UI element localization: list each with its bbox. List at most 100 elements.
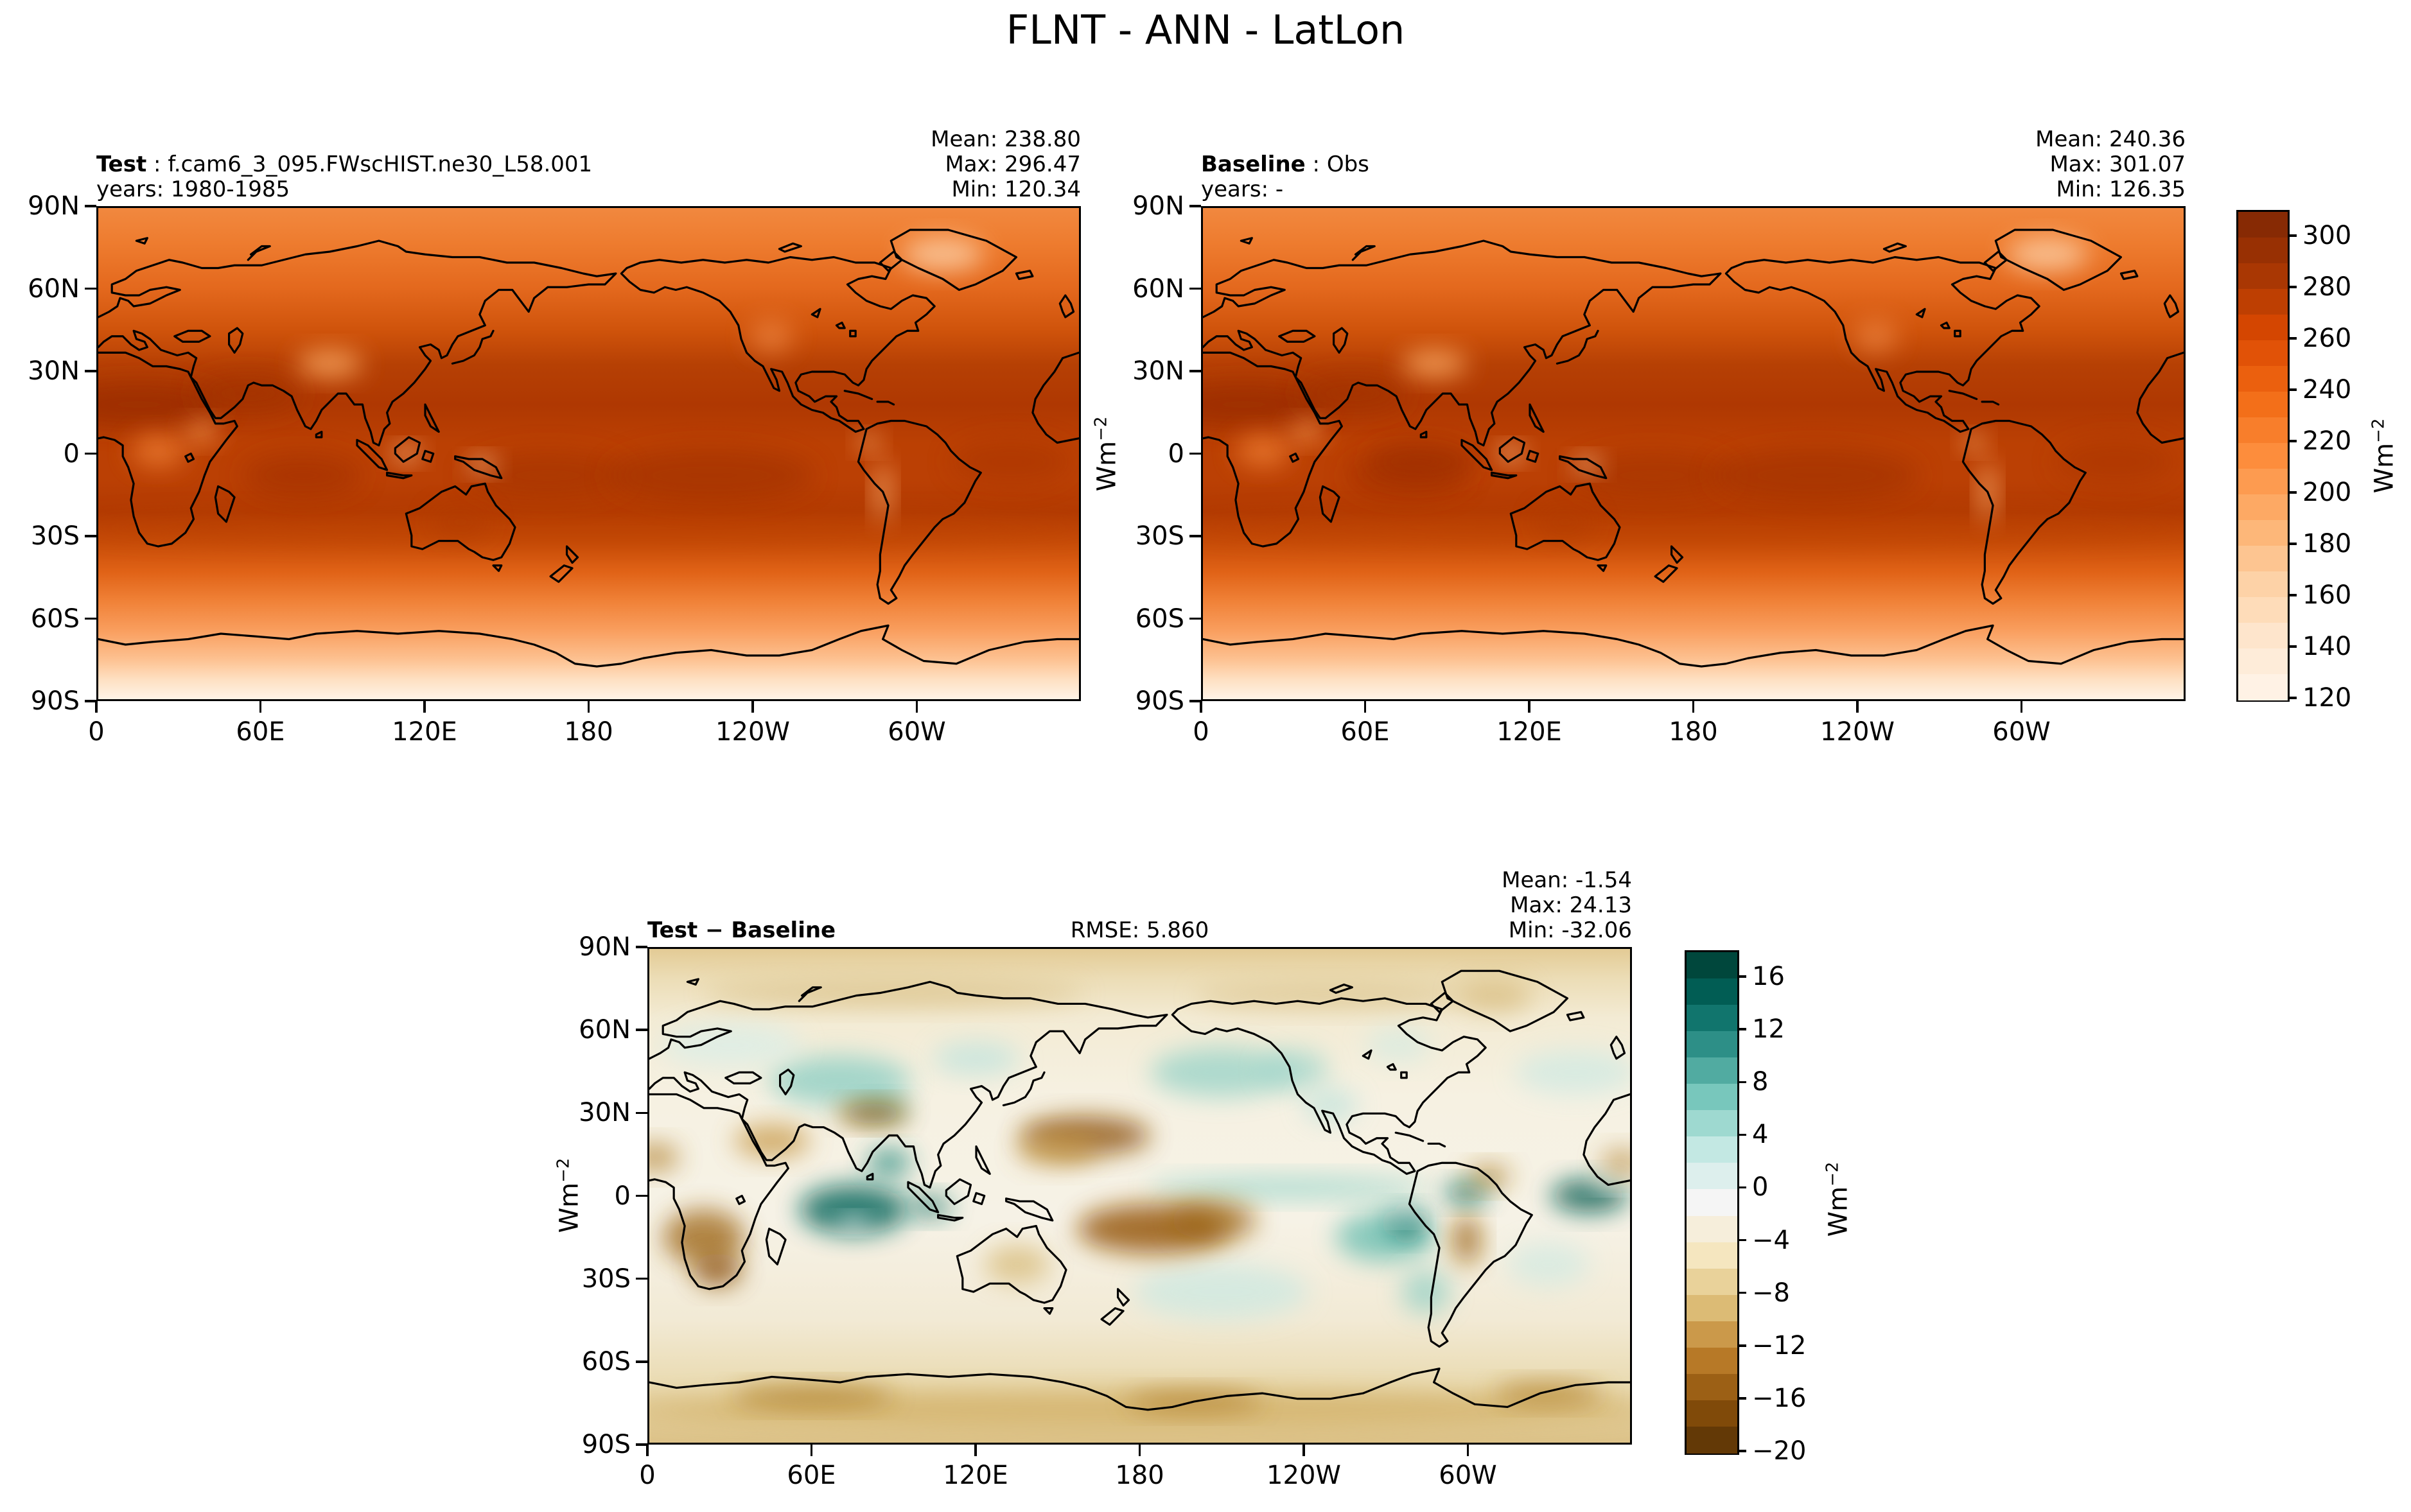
x-tick-mark — [1363, 701, 1367, 713]
spacer — [96, 127, 931, 152]
coastline — [1949, 391, 1976, 399]
y-tick-label: 60S — [1135, 604, 1184, 634]
x-tick-mark — [810, 1445, 813, 1456]
colorbar-segment — [1687, 1189, 1737, 1217]
colorbar-tick-label: 160 — [2302, 580, 2352, 610]
anomaly-region — [608, 448, 815, 503]
anomaly-region — [430, 505, 491, 539]
anomaly-region — [867, 1149, 911, 1177]
coastline — [1330, 985, 1352, 993]
x-tick-mark — [1528, 701, 1530, 713]
coastline — [1584, 1094, 1632, 1289]
coastline — [1884, 243, 1906, 252]
colorbar-tick-mark — [1737, 1238, 1746, 1242]
colorbar-tick-label: 180 — [2302, 529, 2352, 559]
coastline — [215, 487, 234, 522]
figure-title: FLNT - ANN - LatLon — [1006, 6, 1405, 53]
y-tick-mark — [636, 946, 647, 948]
baseline-label: Baseline — [1201, 152, 1306, 177]
y-tick-label: 30S — [1135, 521, 1184, 551]
colorbar-tick-label: 4 — [1752, 1120, 1769, 1150]
coastline — [1492, 473, 1516, 478]
anomaly-region — [749, 320, 793, 353]
coastline — [1655, 566, 1677, 582]
test-panel-header: Mean: 238.80 Test : f.cam6_3_095.FWscHIS… — [96, 127, 1081, 202]
y-tick-mark — [85, 452, 96, 455]
y-tick-label: 90S — [30, 686, 80, 716]
colorbar-segment — [1687, 952, 1737, 980]
coastline — [726, 1072, 761, 1083]
spacer — [647, 893, 1510, 918]
anomaly-region — [98, 510, 1079, 544]
coastline — [957, 1226, 1066, 1303]
colorbar-tick-mark — [2288, 234, 2297, 237]
colorbar-tick-mark — [2288, 286, 2297, 288]
coastline — [1955, 331, 1960, 336]
coastline — [1511, 483, 1620, 560]
anomaly-region — [2006, 238, 2089, 271]
colorbar-tick-label: −16 — [1752, 1383, 1807, 1413]
coastline — [452, 331, 493, 363]
baseline-title-line: Baseline : Obs — [1201, 152, 2049, 177]
colorbar-segment — [2238, 340, 2288, 367]
spacer — [1201, 127, 2035, 152]
colorbar-tick-mark — [2288, 388, 2297, 391]
diff-label: Test − Baseline — [647, 917, 836, 943]
y-tick-label: 0 — [63, 439, 80, 469]
y-tick-label: 60N — [579, 1015, 631, 1045]
y-tick-label: 30N — [1132, 356, 1184, 386]
coastline — [845, 391, 872, 399]
test-min-stat: Min: 120.34 — [951, 177, 1081, 202]
colorbar-tick-label: 280 — [2302, 272, 2352, 302]
anomaly-region — [1455, 978, 1532, 1012]
coastline — [136, 238, 147, 244]
y-tick-label: 30S — [581, 1264, 631, 1294]
colorbar-tick-mark — [1737, 1397, 1746, 1400]
coastline — [175, 331, 210, 342]
anomaly-region — [769, 1056, 911, 1106]
test-max-stat: Max: 296.47 — [945, 152, 1081, 177]
spacer — [647, 868, 1502, 893]
colorbar-tick-mark — [2288, 440, 2297, 442]
colorbar-segment — [1687, 1294, 1737, 1322]
colorbar-tick-mark — [2288, 594, 2297, 596]
coastline — [891, 230, 1016, 290]
colorbar-segment — [1687, 1163, 1737, 1190]
x-tick-mark — [2020, 701, 2023, 713]
colorbar-segment — [1687, 1057, 1737, 1085]
colorbar-tick-mark — [1737, 1344, 1746, 1347]
anomaly-region — [1570, 451, 1735, 500]
y-tick-mark — [85, 617, 96, 620]
diff-panel-header: Mean: -1.54 Max: 24.13 Test − Baseline R… — [647, 868, 1632, 943]
x-tick-label: 0 — [88, 717, 105, 747]
colorbar-segment — [1687, 1110, 1737, 1138]
anomaly-region — [130, 434, 186, 467]
colorbar-segment — [1687, 1400, 1737, 1428]
colorbar-tick-label: 12 — [1752, 1014, 1785, 1045]
colorbar-segment — [2238, 315, 2288, 342]
colorbar-segment — [2238, 596, 2288, 624]
test-separator: : — [146, 152, 168, 177]
coastline — [357, 440, 387, 470]
y-tick-mark — [85, 205, 96, 207]
colorbar-tick-mark — [1737, 1186, 1746, 1189]
coastline — [1334, 328, 1347, 352]
coastline — [1320, 487, 1339, 522]
anomaly-region — [663, 1209, 745, 1265]
x-tick-mark — [1856, 701, 1859, 713]
colorbar-tick-label: 260 — [2302, 324, 2352, 353]
colorbar-tick-label: 16 — [1752, 962, 1785, 992]
x-tick-mark — [646, 1445, 649, 1456]
coastline — [229, 328, 243, 352]
coastline — [567, 546, 578, 563]
coastline — [799, 987, 821, 1001]
colorbar-segment — [2238, 546, 2288, 573]
anomaly-region — [951, 440, 1071, 484]
y-tick-mark — [85, 535, 96, 537]
colorbar-segment — [1687, 1084, 1737, 1111]
test-mean-stat: Mean: 238.80 — [931, 126, 1081, 152]
colorbar-tick-label: 200 — [2302, 478, 2352, 507]
y-tick-label: 60S — [581, 1346, 631, 1377]
anomaly-region — [1365, 1028, 1432, 1062]
anomaly-region — [649, 1143, 679, 1172]
